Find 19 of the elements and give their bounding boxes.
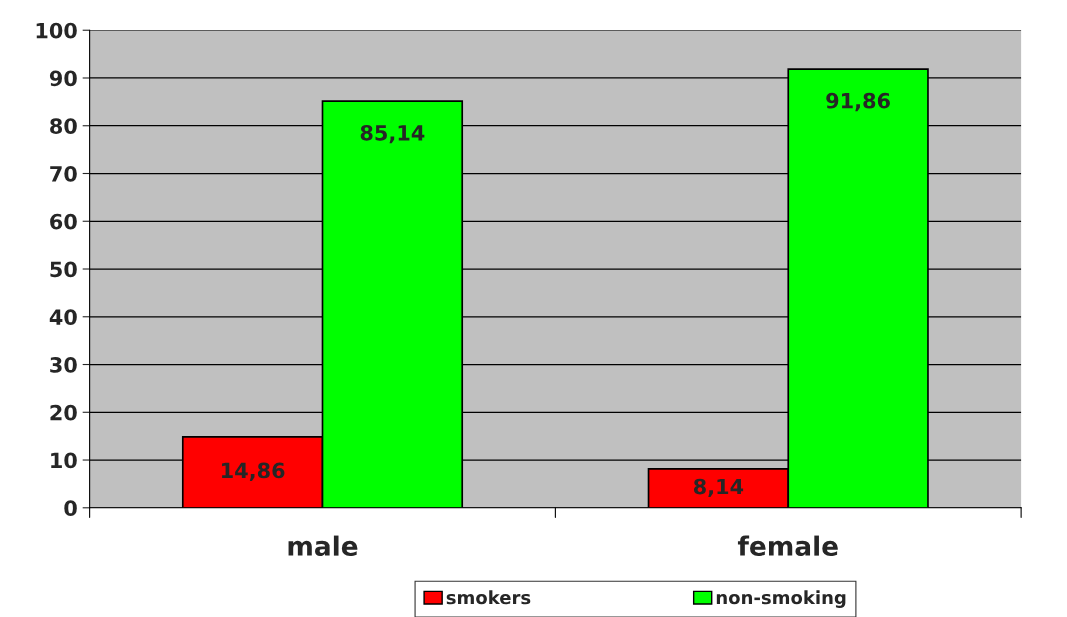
- x-tick-label: male: [288, 535, 358, 556]
- y-tick-label: 20: [50, 404, 77, 421]
- y-tick-label: 80: [50, 118, 77, 134]
- y-tick-label: 40: [49, 309, 77, 325]
- y-tick-label: 30: [50, 356, 77, 373]
- y-tick-label: 10: [51, 452, 77, 469]
- y-tick-label: 50: [50, 261, 77, 278]
- y-tick-label: 100: [36, 22, 77, 39]
- y-tick-label: 70: [50, 165, 77, 182]
- y-tick-label: 60: [50, 213, 77, 230]
- legend-label: non-smoking: [716, 590, 846, 608]
- legend-label: smokers: [446, 590, 531, 605]
- y-tick-label: 90: [49, 70, 77, 87]
- data-label: 85,14: [360, 124, 425, 144]
- data-label: 8,14: [693, 478, 744, 498]
- data-label: 91,86: [826, 92, 890, 112]
- y-tick-label: 0: [64, 500, 77, 516]
- x-tick-label: female: [737, 535, 838, 556]
- data-label: 14,86: [222, 462, 285, 482]
